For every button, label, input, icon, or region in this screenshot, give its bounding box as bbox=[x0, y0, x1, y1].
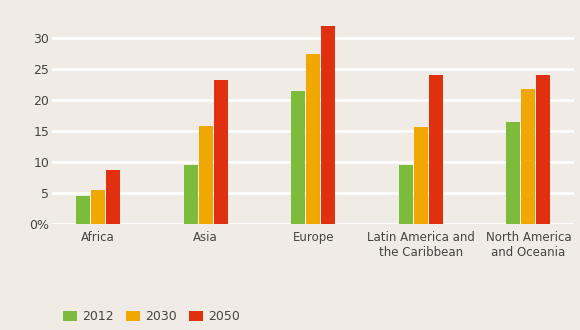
Bar bbox=[414, 127, 428, 224]
Bar bbox=[536, 75, 550, 224]
Bar bbox=[521, 89, 535, 224]
Bar bbox=[291, 91, 305, 224]
Bar bbox=[306, 53, 320, 224]
Bar bbox=[106, 170, 120, 224]
Bar bbox=[429, 75, 443, 224]
Bar bbox=[321, 26, 335, 224]
Legend: 2012, 2030, 2050: 2012, 2030, 2050 bbox=[59, 305, 245, 328]
Bar bbox=[213, 80, 228, 224]
Bar bbox=[506, 122, 520, 224]
Bar bbox=[198, 126, 213, 224]
Bar bbox=[398, 165, 413, 224]
Bar bbox=[91, 190, 105, 224]
Bar bbox=[76, 196, 90, 224]
Bar bbox=[183, 165, 198, 224]
